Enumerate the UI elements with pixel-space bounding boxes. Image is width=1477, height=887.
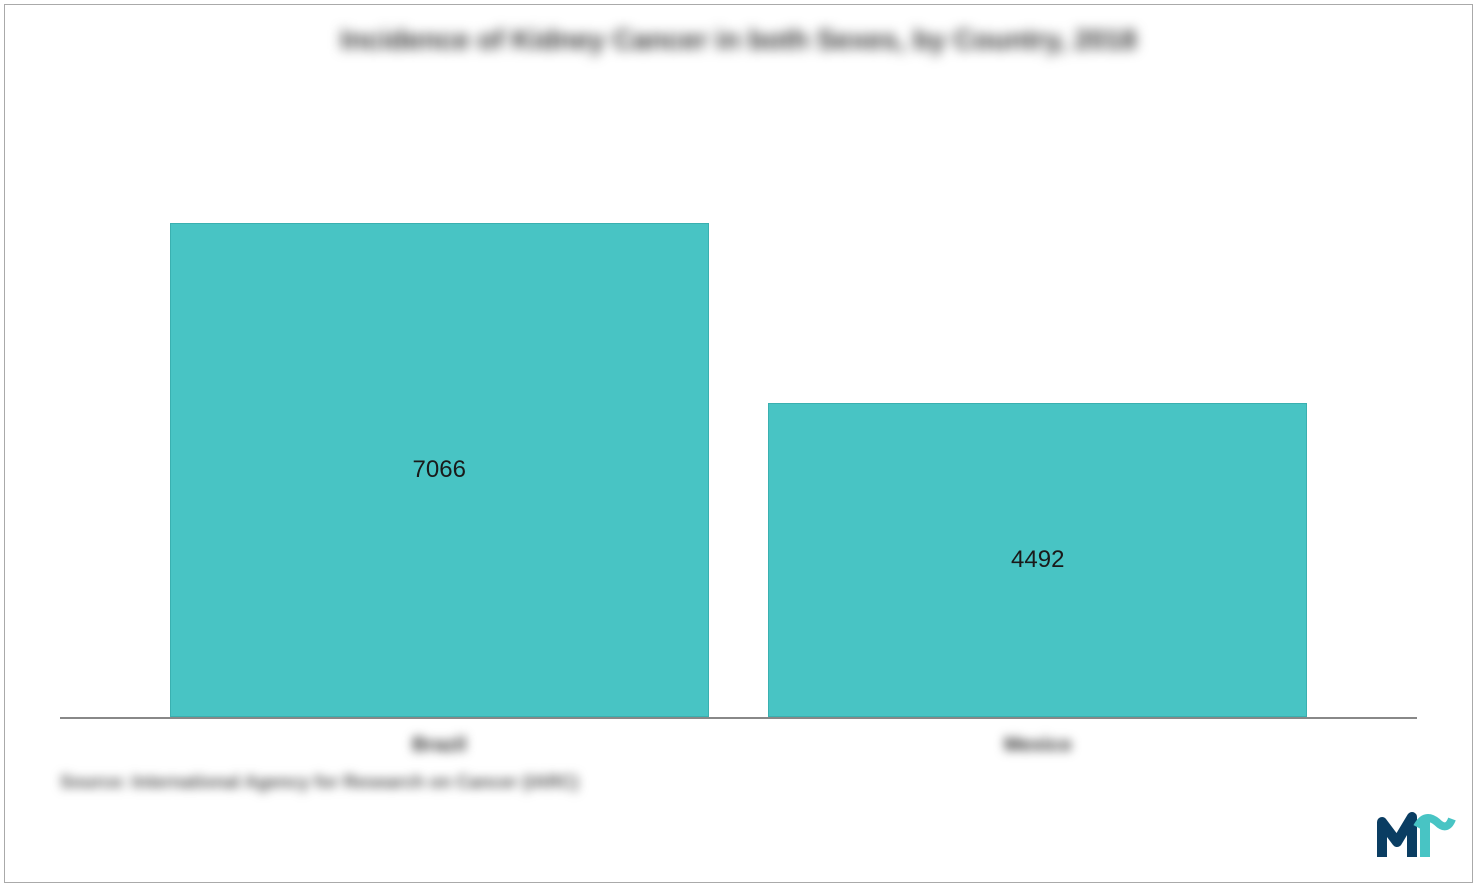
x-axis-labels: Brazil Mexico bbox=[60, 719, 1417, 757]
chart-container: Incidence of Kidney Cancer in both Sexes… bbox=[0, 0, 1477, 887]
bar-wrapper-1: 4492 bbox=[768, 403, 1307, 717]
bar-wrapper-0: 7066 bbox=[170, 223, 709, 718]
x-label-0: Brazil bbox=[170, 734, 709, 757]
source-citation: Source: International Agency for Researc… bbox=[60, 772, 1417, 793]
chart-title: Incidence of Kidney Cancer in both Sexes… bbox=[60, 20, 1417, 59]
x-label-1: Mexico bbox=[768, 734, 1307, 757]
bar-value-0: 7066 bbox=[413, 456, 466, 484]
bar-0: 7066 bbox=[170, 223, 709, 718]
logo-icon bbox=[1377, 807, 1457, 867]
chart-plot-area: 7066 4492 bbox=[60, 99, 1417, 719]
bar-1: 4492 bbox=[768, 403, 1307, 717]
brand-logo bbox=[1377, 807, 1457, 867]
bar-value-1: 4492 bbox=[1011, 546, 1064, 574]
